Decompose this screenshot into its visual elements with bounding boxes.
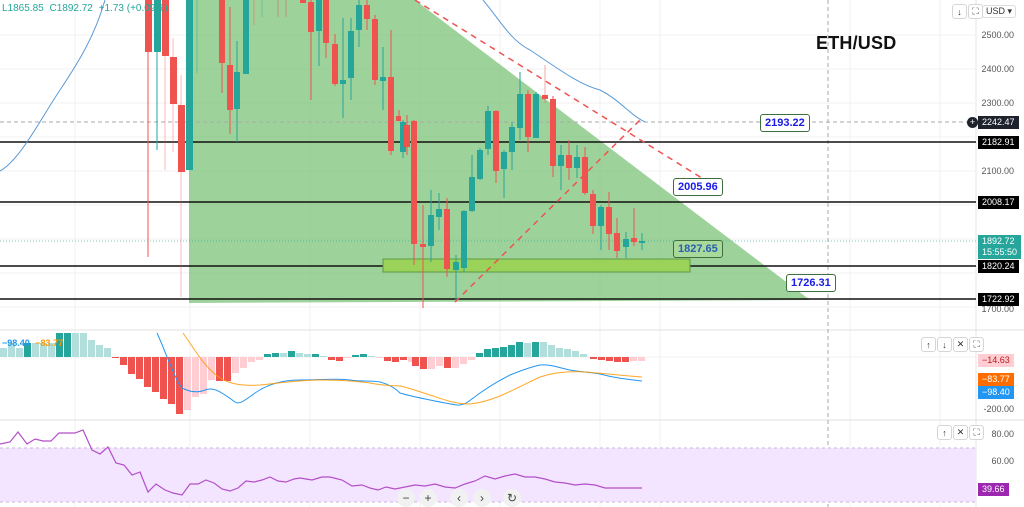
maximize-icon[interactable]: ⛶: [969, 337, 984, 352]
price-tick: 1700.00: [981, 304, 1014, 314]
callout-label[interactable]: 1726.31: [786, 274, 836, 292]
rsi-tag: 39.66: [978, 483, 1009, 496]
callout-label[interactable]: 2193.22: [760, 114, 810, 132]
currency-selector[interactable]: USD ▾: [982, 5, 1017, 18]
callout-label[interactable]: 1827.65: [673, 240, 723, 258]
close-icon[interactable]: ✕: [953, 337, 968, 352]
macd-value: −98.40: [2, 338, 30, 348]
maximize-icon[interactable]: ⛶: [969, 425, 984, 440]
add-alert-icon[interactable]: +: [967, 117, 978, 128]
move-up-icon[interactable]: ↑: [921, 337, 936, 352]
reset-chart-button[interactable]: ↻: [503, 489, 521, 507]
symbol-title: ETH/USD: [816, 33, 897, 53]
move-down-icon[interactable]: ↓: [937, 337, 952, 352]
hist-tag: −14.63: [978, 354, 1014, 367]
ohlc-legend: L1865.85 C1892.72 +1.73 (+0.09%): [2, 3, 171, 14]
price-tick: 2400.00: [981, 64, 1014, 74]
macd-legend: −98.40 −83.77: [2, 338, 63, 348]
macd-tick: -200.00: [983, 404, 1014, 414]
currency-label: USD: [986, 6, 1006, 16]
ohlc-change: +1.73 (+0.09%): [98, 3, 168, 14]
level-tag: 2182.91: [978, 136, 1019, 149]
level-tag: 1820.24: [978, 260, 1019, 273]
current-price: 1892.72: [982, 236, 1015, 246]
price-tick: 2500.00: [981, 30, 1014, 40]
scroll-left-button[interactable]: ‹: [450, 489, 468, 507]
ohlc-close: C1892.72: [49, 3, 93, 14]
crosshair-price-tag: 2242.47: [978, 116, 1019, 129]
triangle-pattern: [189, 0, 810, 303]
rsi-tick: 80.00: [991, 429, 1014, 439]
scroll-right-button[interactable]: ›: [473, 489, 491, 507]
level-tag: 2008.17: [978, 196, 1019, 209]
support-zone: [382, 258, 691, 273]
signal-tag: −83.77: [978, 373, 1014, 386]
macd-tag: −98.40: [978, 386, 1014, 399]
move-up-icon[interactable]: ↑: [937, 425, 952, 440]
bar-countdown: 15:55:50: [982, 247, 1018, 257]
current-price-tag: 1892.72 15:55:50: [978, 235, 1022, 259]
close-icon[interactable]: ✕: [953, 425, 968, 440]
callout-label[interactable]: 2005.96: [673, 178, 723, 196]
zoom-in-button[interactable]: +: [419, 489, 437, 507]
ohlc-low: L1865.85: [2, 3, 44, 14]
maximize-icon[interactable]: ⛶: [968, 4, 983, 19]
price-tick: 2300.00: [981, 98, 1014, 108]
rsi-tick: 60.00: [991, 456, 1014, 466]
zoom-out-button[interactable]: −: [397, 489, 415, 507]
price-tick: 2100.00: [981, 166, 1014, 176]
signal-value: −83.77: [35, 338, 64, 348]
arrow-down-icon[interactable]: ↓: [952, 4, 967, 19]
level-tag: 1722.92: [978, 293, 1019, 306]
chevron-down-icon: ▾: [1007, 6, 1013, 16]
